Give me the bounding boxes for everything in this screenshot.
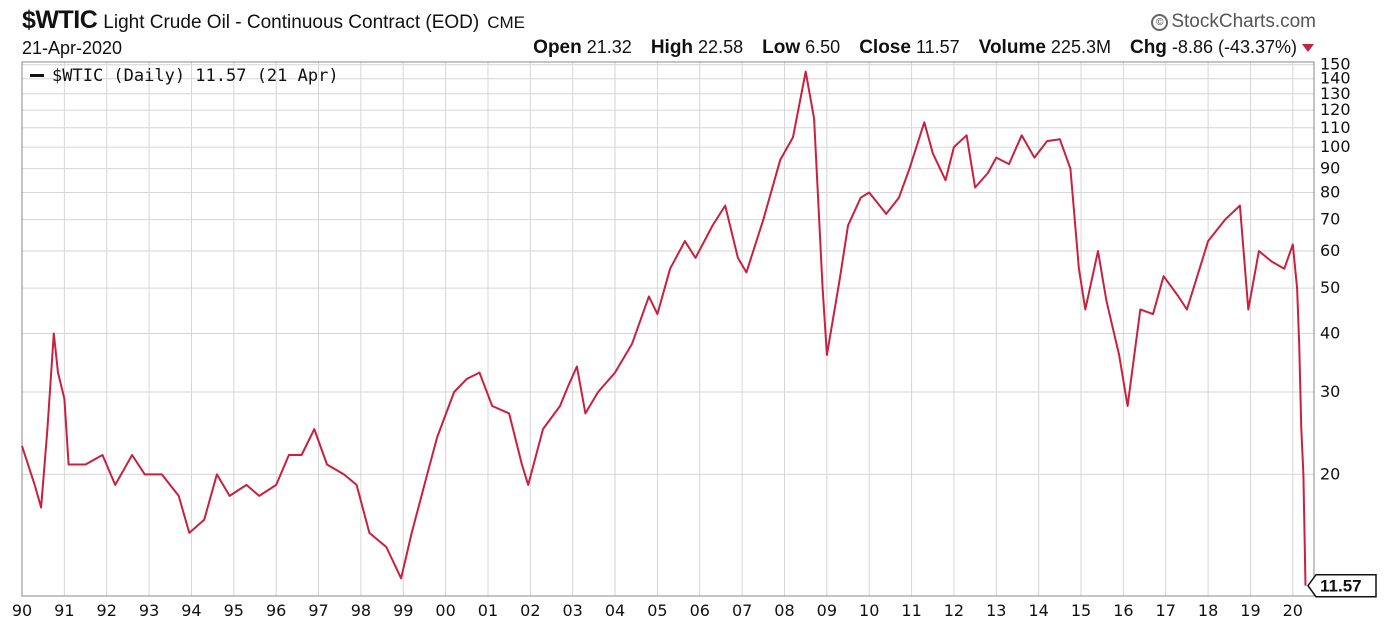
legend: $WTIC (Daily) 11.57 (21 Apr)	[30, 66, 339, 86]
open-value: 21.32	[586, 37, 632, 57]
high-value: 22.58	[698, 37, 744, 57]
close-label: Close	[859, 37, 911, 58]
x-tick-label: 04	[605, 601, 625, 620]
y-tick-label: 30	[1320, 382, 1340, 401]
x-tick-label: 92	[97, 601, 117, 620]
ohlc-summary: Open 21.32 High 22.58 Low 6.50 Close 11.…	[533, 37, 1314, 59]
x-tick-label: 11	[901, 601, 921, 620]
x-tick-label: 05	[647, 601, 667, 620]
chart-title-row: $WTIC Light Crude Oil - Continuous Contra…	[22, 6, 525, 38]
price-series-line	[21, 70, 1307, 586]
ticker-symbol: $WTIC	[22, 6, 98, 34]
x-tick-label: 95	[224, 601, 244, 620]
y-tick-label: 150	[1320, 55, 1351, 74]
x-tick-label: 06	[690, 601, 710, 620]
quote-date: 21-Apr-2020	[22, 38, 123, 58]
x-tick-label: 07	[732, 601, 752, 620]
legend-swatch	[30, 74, 44, 77]
y-tick-label: 90	[1320, 159, 1340, 178]
x-axis: 90 91 92 93 94 95 96 97 98 99 00 01 02 03 04 05 06 07 08 09…	[12, 601, 1303, 620]
x-tick-label: 08	[774, 601, 794, 620]
x-tick-label: 15	[1071, 601, 1091, 620]
low-label: Low	[762, 37, 801, 58]
x-tick-label: 01	[478, 601, 498, 620]
stockcharts-logo: © StockCharts.com	[1151, 11, 1316, 33]
x-tick-label: 09	[817, 601, 837, 620]
x-tick-label: 18	[1198, 601, 1218, 620]
down-arrow-icon	[1302, 44, 1314, 52]
chg-value: -8.86 (-43.37%)	[1171, 37, 1297, 57]
chart-grid	[21, 62, 1314, 596]
y-tick-label: 40	[1320, 323, 1340, 342]
copyright-icon: ©	[1151, 14, 1169, 31]
last-value-tag: 11.57	[1307, 573, 1377, 598]
x-tick-label: 96	[266, 601, 286, 620]
y-tick-label: 70	[1320, 210, 1340, 229]
open-label: Open	[533, 37, 582, 58]
volume-label: Volume	[978, 37, 1046, 58]
x-tick-label: 13	[986, 601, 1006, 620]
y-tick-label: 120	[1320, 100, 1351, 119]
x-tick-label: 94	[181, 601, 201, 620]
logo-text: StockCharts.com	[1171, 11, 1316, 32]
x-tick-label: 10	[859, 601, 879, 620]
x-tick-label: 19	[1240, 601, 1260, 620]
y-tick-label: 140	[1320, 69, 1351, 88]
x-tick-label: 14	[1028, 601, 1048, 620]
legend-entry: $WTIC (Daily) 11.57 (21 Apr)	[52, 66, 339, 86]
exchange-label: CME	[487, 13, 525, 32]
y-tick-label: 110	[1320, 118, 1351, 137]
y-tick-label: 80	[1320, 183, 1340, 202]
high-label: High	[650, 37, 694, 58]
x-tick-label: 12	[944, 601, 964, 620]
x-tick-label: 02	[520, 601, 540, 620]
volume-value: 225.3M	[1050, 37, 1111, 57]
x-tick-label: 97	[308, 601, 328, 620]
y-tick-label: 20	[1320, 464, 1340, 483]
low-value: 6.50	[805, 37, 841, 57]
x-tick-label: 99	[393, 601, 413, 620]
x-tick-label: 91	[54, 601, 74, 620]
x-tick-label: 17	[1156, 601, 1176, 620]
y-tick-label: 60	[1320, 241, 1340, 260]
last-value-label: 11.57	[1320, 577, 1362, 596]
chg-label: Chg	[1129, 37, 1167, 58]
plot-frame	[21, 61, 1315, 597]
y-tick-label: 50	[1320, 278, 1340, 297]
y-tick-label: 100	[1320, 137, 1351, 156]
x-tick-label: 90	[12, 601, 32, 620]
close-value: 11.57	[915, 37, 960, 57]
x-tick-label: 93	[139, 601, 159, 620]
x-tick-label: 03	[563, 601, 583, 620]
x-tick-label: 16	[1113, 601, 1133, 620]
instrument-description: Light Crude Oil - Continuous Contract (E…	[103, 12, 480, 33]
y-tick-label: 130	[1320, 84, 1351, 103]
last-value-tag-shape	[1307, 573, 1377, 598]
x-tick-label: 20	[1283, 601, 1303, 620]
x-tick-label: 00	[435, 601, 455, 620]
x-tick-label: 98	[351, 601, 371, 620]
